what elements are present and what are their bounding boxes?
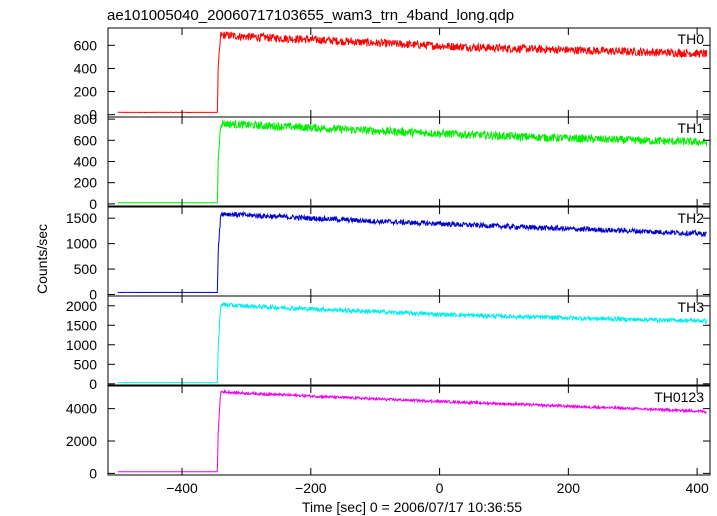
x-tick-label: 400 [685,480,709,496]
x-tick-label: 200 [557,480,581,496]
series-line-th3 [117,301,708,384]
series-line-th1 [117,118,708,204]
panel-th0: 0 200 400 600 TH0 [74,27,711,123]
y-tick-label: 400 [74,154,98,170]
y-tick-label: 600 [74,132,98,148]
panel-frame [107,295,711,386]
panel-label: TH1 [678,120,705,136]
y-tick-label: 200 [74,84,98,100]
x-axis-ticks: −400 −200 0 200 400 [166,480,709,496]
panel-label: TH2 [678,210,705,226]
x-axis-title: Time [sec] 0 = 2006/07/17 10:36:55 [302,499,522,515]
y-tick-label: 2000 [66,298,97,314]
x-tick-label: 0 [436,480,444,496]
panel-frame [107,27,711,118]
panel-label: TH0 [678,31,705,47]
y-tick-label: 1500 [66,210,97,226]
y-tick-label: 500 [74,261,98,277]
x-tick-label: −400 [166,480,198,496]
y-tick-label: 0 [89,107,97,123]
y-tick-label: 0 [89,286,97,302]
x-tick-label: −200 [295,480,327,496]
y-tick-label: 1000 [66,337,97,353]
y-tick-label: 2000 [66,433,97,449]
y-tick-label: 500 [74,356,98,372]
panel-label: TH0123 [654,389,704,405]
y-tick-label: 0 [89,376,97,392]
y-tick-label: 0 [89,465,97,481]
panels: 0 200 400 600 TH0 0 200 400 600 800 TH1 0 500 1000 150… [66,27,711,481]
panel-th0123: 0 2000 4000 TH0123 [66,385,711,481]
panel-label: TH3 [678,299,705,315]
y-tick-label: 4000 [66,401,97,417]
series-line-th0 [117,30,708,114]
series-line-th2 [117,210,707,294]
y-tick-label: 800 [74,111,98,127]
chart-title: ae101005040_20060717103655_wam3_trn_4ban… [107,7,514,24]
panel-frame [107,385,711,476]
y-tick-label: 0 [89,196,97,212]
panel-th2: 0 500 1000 1500 TH2 [66,206,711,302]
panel-th1: 0 200 400 600 800 TH1 [74,111,711,212]
y-tick-label: 1500 [66,317,97,333]
y-tick-label: 1000 [66,236,97,252]
y-axis-title: Counts/sec [34,224,50,294]
series-line-th0123 [117,388,707,473]
y-tick-label: 600 [74,37,98,53]
y-tick-label: 200 [74,175,98,191]
y-tick-label: 400 [74,60,98,76]
panel-th3: 0 500 1000 1500 2000 TH3 [66,295,711,392]
